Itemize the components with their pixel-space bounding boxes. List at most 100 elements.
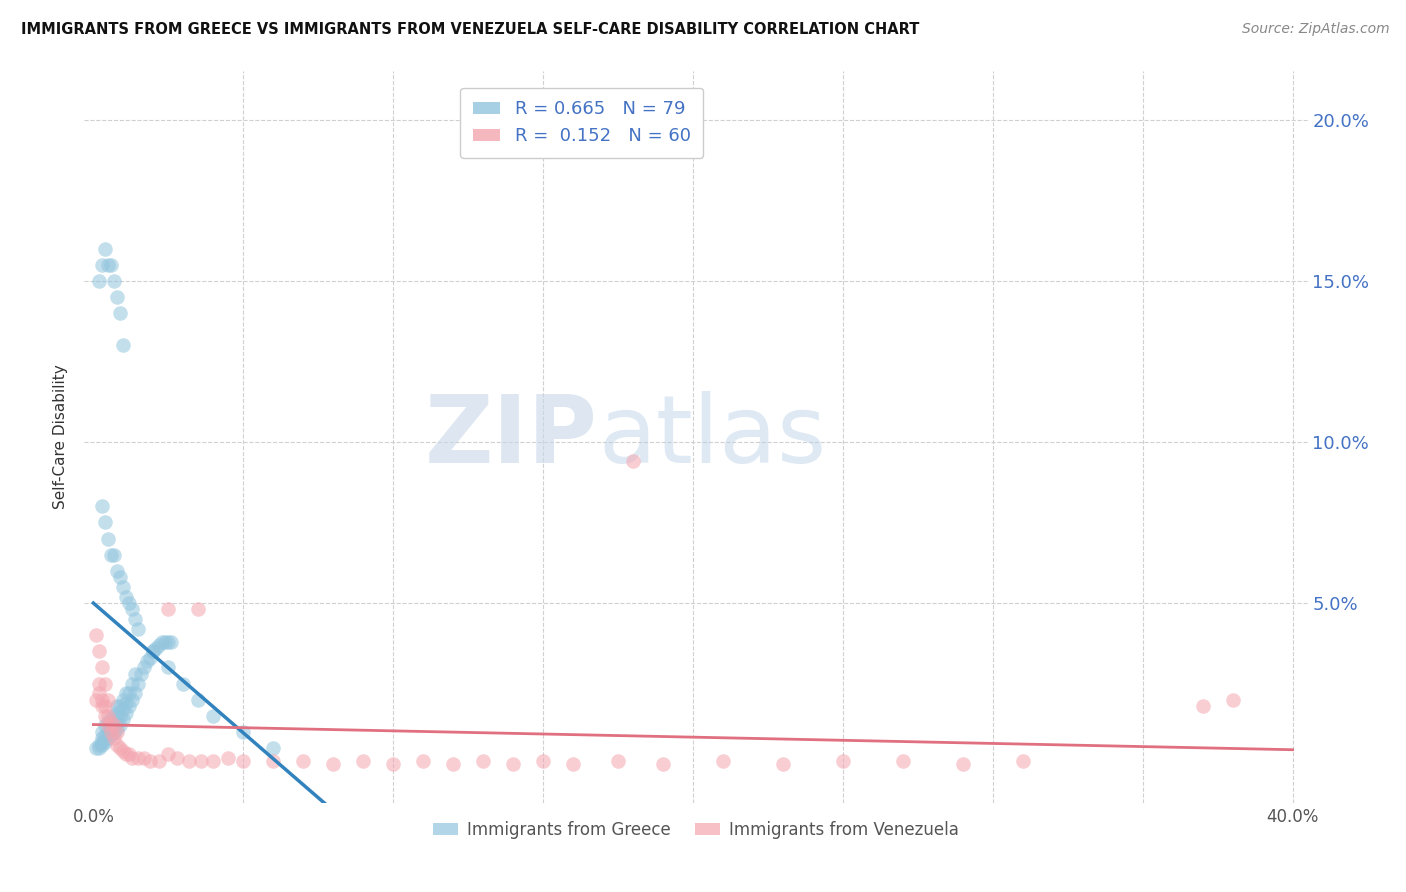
- Point: [103, 718, 125, 732]
- Point: [155, 634, 177, 648]
- Point: [262, 754, 284, 768]
- Point: [91, 731, 114, 746]
- Point: [105, 564, 128, 578]
- Point: [97, 731, 120, 746]
- Point: [232, 754, 254, 768]
- Point: [127, 750, 149, 764]
- Point: [115, 747, 138, 762]
- Point: [110, 741, 132, 756]
- Point: [118, 596, 141, 610]
- Point: [94, 718, 117, 732]
- Point: [86, 692, 108, 706]
- Point: [607, 754, 630, 768]
- Point: [118, 747, 141, 762]
- Point: [115, 590, 138, 604]
- Point: [127, 622, 149, 636]
- Point: [103, 708, 125, 723]
- Point: [103, 718, 125, 732]
- Point: [112, 580, 135, 594]
- Point: [412, 754, 434, 768]
- Point: [100, 725, 122, 739]
- Point: [150, 634, 173, 648]
- Point: [94, 728, 117, 742]
- Point: [121, 676, 143, 690]
- Point: [100, 728, 122, 742]
- Point: [105, 725, 128, 739]
- Point: [91, 725, 114, 739]
- Point: [97, 708, 120, 723]
- Point: [652, 757, 675, 772]
- Point: [157, 660, 180, 674]
- Point: [952, 757, 974, 772]
- Point: [145, 641, 167, 656]
- Point: [110, 718, 132, 732]
- Point: [179, 754, 201, 768]
- Point: [202, 754, 225, 768]
- Point: [148, 638, 170, 652]
- Point: [89, 676, 111, 690]
- Point: [131, 667, 153, 681]
- Point: [562, 757, 585, 772]
- Point: [118, 686, 141, 700]
- Point: [441, 757, 464, 772]
- Legend: Immigrants from Greece, Immigrants from Venezuela: Immigrants from Greece, Immigrants from …: [426, 814, 966, 846]
- Point: [94, 708, 117, 723]
- Point: [105, 290, 128, 304]
- Point: [89, 644, 111, 658]
- Point: [382, 757, 405, 772]
- Point: [100, 722, 122, 736]
- Point: [190, 754, 212, 768]
- Point: [121, 692, 143, 706]
- Point: [97, 532, 120, 546]
- Text: ZIP: ZIP: [425, 391, 598, 483]
- Point: [105, 738, 128, 752]
- Point: [127, 676, 149, 690]
- Point: [112, 744, 135, 758]
- Point: [531, 754, 554, 768]
- Point: [97, 718, 120, 732]
- Point: [94, 676, 117, 690]
- Text: atlas: atlas: [598, 391, 827, 483]
- Text: Source: ZipAtlas.com: Source: ZipAtlas.com: [1241, 22, 1389, 37]
- Point: [217, 750, 239, 764]
- Point: [148, 754, 170, 768]
- Point: [100, 258, 122, 272]
- Point: [502, 757, 524, 772]
- Point: [262, 741, 284, 756]
- Point: [322, 757, 344, 772]
- Point: [121, 750, 143, 764]
- Point: [202, 708, 225, 723]
- Point: [172, 676, 194, 690]
- Point: [166, 750, 188, 764]
- Point: [110, 708, 132, 723]
- Point: [100, 548, 122, 562]
- Point: [124, 686, 146, 700]
- Point: [187, 602, 209, 616]
- Point: [105, 699, 128, 714]
- Point: [91, 660, 114, 674]
- Point: [91, 738, 114, 752]
- Point: [103, 274, 125, 288]
- Point: [112, 702, 135, 716]
- Point: [891, 754, 914, 768]
- Point: [112, 338, 135, 352]
- Y-axis label: Self-Care Disability: Self-Care Disability: [53, 365, 69, 509]
- Point: [91, 692, 114, 706]
- Point: [112, 692, 135, 706]
- Point: [160, 634, 183, 648]
- Point: [91, 699, 114, 714]
- Point: [118, 699, 141, 714]
- Point: [134, 660, 156, 674]
- Point: [103, 725, 125, 739]
- Point: [711, 754, 734, 768]
- Point: [142, 644, 165, 658]
- Point: [232, 725, 254, 739]
- Point: [91, 734, 114, 748]
- Point: [105, 706, 128, 720]
- Point: [94, 516, 117, 530]
- Point: [89, 274, 111, 288]
- Point: [105, 722, 128, 736]
- Point: [115, 706, 138, 720]
- Point: [352, 754, 374, 768]
- Point: [134, 750, 156, 764]
